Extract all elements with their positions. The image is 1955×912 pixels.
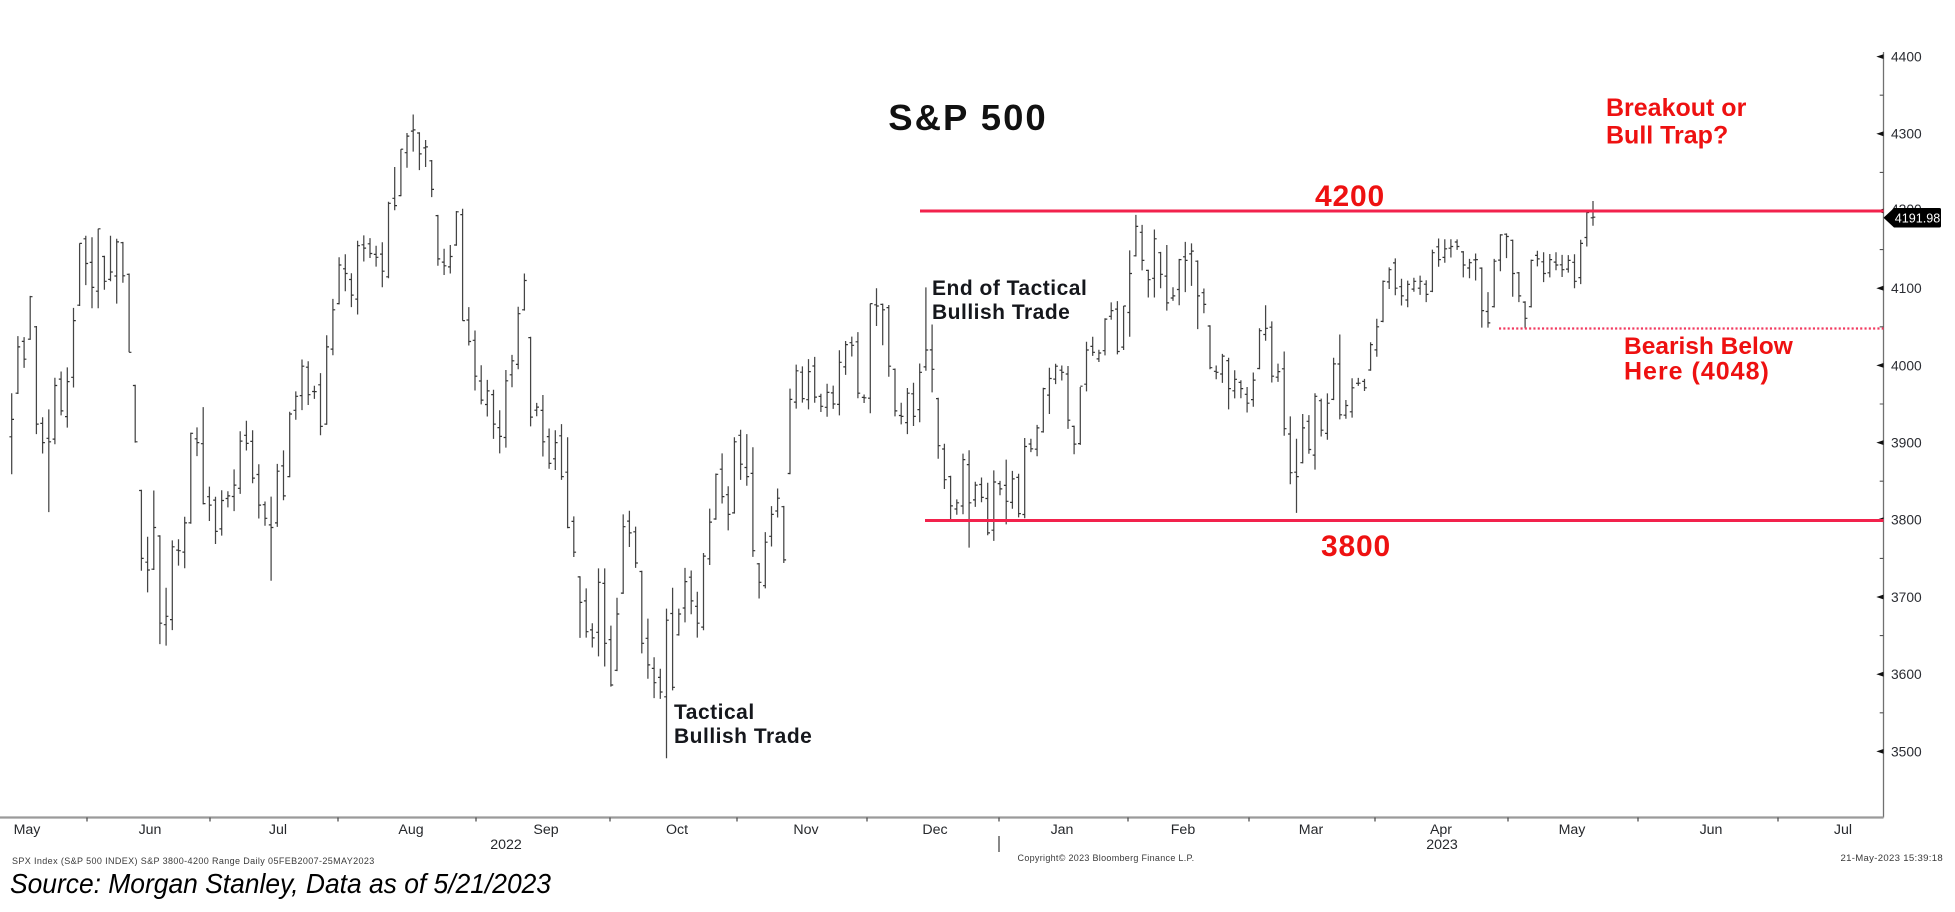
svg-text:Tactical: Tactical [674, 701, 755, 724]
svg-text:Bearish Below: Bearish Below [1624, 333, 1794, 360]
svg-text:3800: 3800 [1891, 513, 1922, 528]
svg-text:Bull Trap?: Bull Trap? [1606, 122, 1728, 150]
svg-text:4300: 4300 [1891, 127, 1922, 142]
svg-text:4191.98: 4191.98 [1895, 211, 1941, 225]
svg-text:3600: 3600 [1891, 667, 1922, 682]
svg-text:Feb: Feb [1171, 822, 1196, 838]
svg-text:Source: Morgan Stanley, Data a: Source: Morgan Stanley, Data as of 5/21/… [10, 868, 551, 899]
svg-text:2023: 2023 [1426, 837, 1458, 853]
svg-text:4100: 4100 [1891, 281, 1922, 296]
svg-text:Jun: Jun [1700, 822, 1723, 838]
svg-text:End of Tactical: End of Tactical [932, 277, 1087, 300]
svg-text:Breakout or: Breakout or [1606, 94, 1747, 122]
svg-text:4200: 4200 [1315, 180, 1385, 213]
svg-text:Bullish Trade: Bullish Trade [674, 725, 812, 748]
svg-text:Dec: Dec [922, 822, 947, 838]
svg-text:S&P 500: S&P 500 [888, 97, 1047, 138]
svg-text:3900: 3900 [1891, 436, 1922, 451]
svg-text:4000: 4000 [1891, 358, 1922, 373]
svg-text:Apr: Apr [1430, 822, 1452, 838]
svg-text:3500: 3500 [1891, 744, 1922, 759]
svg-text:Aug: Aug [398, 822, 423, 838]
svg-text:Oct: Oct [666, 822, 688, 838]
svg-text:Copyright© 2023 Bloomberg Fina: Copyright© 2023 Bloomberg Finance L.P. [1018, 853, 1195, 863]
svg-text:Here (4048): Here (4048) [1624, 358, 1770, 386]
svg-text:Jul: Jul [269, 822, 287, 838]
svg-text:Nov: Nov [793, 822, 819, 838]
svg-text:21-May-2023 15:39:18: 21-May-2023 15:39:18 [1840, 853, 1943, 864]
svg-text:Mar: Mar [1299, 822, 1324, 838]
svg-text:Sep: Sep [533, 822, 558, 838]
svg-text:4400: 4400 [1891, 50, 1922, 65]
svg-text:May: May [14, 822, 42, 838]
svg-text:Bullish Trade: Bullish Trade [932, 301, 1070, 324]
svg-text:Jun: Jun [139, 822, 162, 838]
svg-text:3700: 3700 [1891, 590, 1922, 605]
svg-text:3800: 3800 [1321, 530, 1391, 563]
svg-text:May: May [1559, 822, 1587, 838]
svg-text:SPX Index (S&P 500 INDEX) S&P: SPX Index (S&P 500 INDEX) S&P 3800-4200 … [12, 856, 375, 866]
svg-text:Jan: Jan [1051, 822, 1074, 838]
svg-text:2022: 2022 [490, 837, 522, 853]
svg-text:Jul: Jul [1834, 822, 1852, 838]
